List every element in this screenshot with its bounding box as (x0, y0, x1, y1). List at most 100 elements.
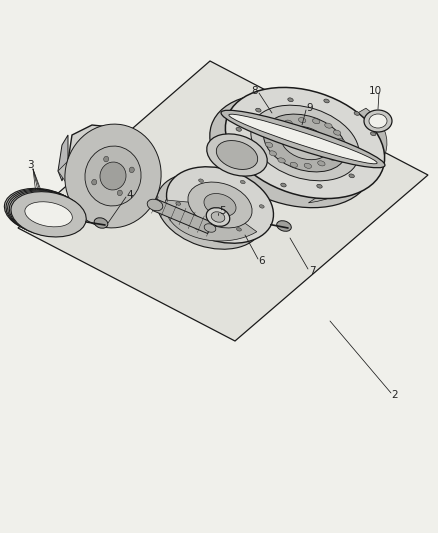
Ellipse shape (198, 179, 204, 182)
Ellipse shape (210, 94, 372, 208)
Polygon shape (165, 200, 257, 241)
Ellipse shape (236, 127, 241, 131)
Polygon shape (153, 199, 212, 233)
Ellipse shape (105, 193, 113, 201)
Ellipse shape (229, 114, 377, 164)
Ellipse shape (290, 162, 297, 167)
Ellipse shape (226, 87, 385, 199)
Ellipse shape (65, 124, 161, 228)
Ellipse shape (349, 174, 354, 178)
Text: 3: 3 (27, 160, 33, 170)
Polygon shape (58, 161, 92, 205)
Ellipse shape (206, 208, 230, 227)
Polygon shape (58, 135, 68, 181)
Ellipse shape (91, 158, 98, 166)
Ellipse shape (371, 132, 376, 136)
Ellipse shape (281, 183, 286, 187)
Ellipse shape (221, 110, 385, 168)
Ellipse shape (166, 167, 273, 243)
Ellipse shape (296, 136, 314, 150)
Ellipse shape (156, 173, 264, 249)
Ellipse shape (269, 151, 276, 156)
Ellipse shape (188, 182, 252, 228)
Ellipse shape (277, 221, 291, 231)
Ellipse shape (317, 184, 322, 188)
Ellipse shape (113, 150, 121, 158)
Text: 9: 9 (307, 103, 313, 113)
Ellipse shape (298, 118, 306, 123)
Ellipse shape (125, 155, 132, 163)
Ellipse shape (132, 165, 139, 173)
Ellipse shape (11, 192, 86, 237)
Ellipse shape (336, 148, 343, 152)
Text: 8: 8 (252, 86, 258, 96)
Text: 2: 2 (392, 390, 398, 400)
Polygon shape (68, 125, 150, 205)
Text: 5: 5 (219, 206, 225, 216)
Text: 10: 10 (368, 86, 381, 96)
Ellipse shape (237, 228, 241, 231)
Ellipse shape (251, 105, 359, 181)
Ellipse shape (259, 205, 264, 208)
Ellipse shape (21, 200, 69, 225)
Ellipse shape (25, 202, 72, 227)
Ellipse shape (94, 218, 108, 228)
Ellipse shape (369, 114, 387, 128)
Ellipse shape (216, 141, 258, 169)
Ellipse shape (8, 190, 83, 235)
Ellipse shape (101, 151, 108, 159)
Ellipse shape (207, 134, 267, 176)
Ellipse shape (147, 199, 163, 211)
Ellipse shape (23, 201, 71, 226)
Ellipse shape (128, 186, 135, 194)
Ellipse shape (278, 158, 285, 163)
Ellipse shape (117, 190, 122, 196)
Ellipse shape (94, 189, 101, 197)
Ellipse shape (251, 171, 256, 174)
Ellipse shape (87, 180, 94, 188)
Ellipse shape (274, 126, 281, 131)
Text: 4: 4 (127, 190, 133, 200)
Ellipse shape (176, 202, 181, 205)
Polygon shape (308, 108, 387, 203)
Ellipse shape (85, 146, 141, 206)
Ellipse shape (195, 226, 200, 230)
Ellipse shape (354, 111, 360, 115)
Ellipse shape (92, 180, 97, 185)
Ellipse shape (325, 123, 332, 128)
Ellipse shape (9, 191, 85, 236)
Ellipse shape (368, 155, 374, 159)
Text: 6: 6 (259, 256, 265, 266)
Ellipse shape (364, 110, 392, 132)
Ellipse shape (104, 156, 109, 162)
Ellipse shape (337, 139, 345, 144)
Ellipse shape (264, 114, 346, 172)
Ellipse shape (20, 199, 67, 224)
Ellipse shape (288, 98, 293, 102)
Ellipse shape (211, 212, 225, 222)
Ellipse shape (204, 193, 236, 216)
Ellipse shape (318, 161, 325, 166)
Ellipse shape (304, 163, 311, 168)
Ellipse shape (240, 180, 245, 184)
Polygon shape (18, 61, 428, 341)
Ellipse shape (312, 119, 320, 124)
Ellipse shape (86, 168, 93, 176)
Ellipse shape (204, 224, 216, 232)
Ellipse shape (267, 133, 274, 139)
Ellipse shape (4, 188, 80, 233)
Ellipse shape (256, 108, 261, 112)
Ellipse shape (265, 142, 273, 147)
Ellipse shape (234, 150, 240, 154)
Ellipse shape (281, 126, 329, 160)
Ellipse shape (329, 155, 336, 160)
Ellipse shape (100, 162, 126, 190)
Ellipse shape (129, 167, 134, 173)
Ellipse shape (117, 193, 125, 200)
Text: 7: 7 (309, 266, 315, 276)
Ellipse shape (6, 189, 81, 235)
Ellipse shape (133, 176, 140, 184)
Ellipse shape (333, 130, 341, 135)
Ellipse shape (324, 99, 329, 103)
Ellipse shape (18, 198, 66, 223)
